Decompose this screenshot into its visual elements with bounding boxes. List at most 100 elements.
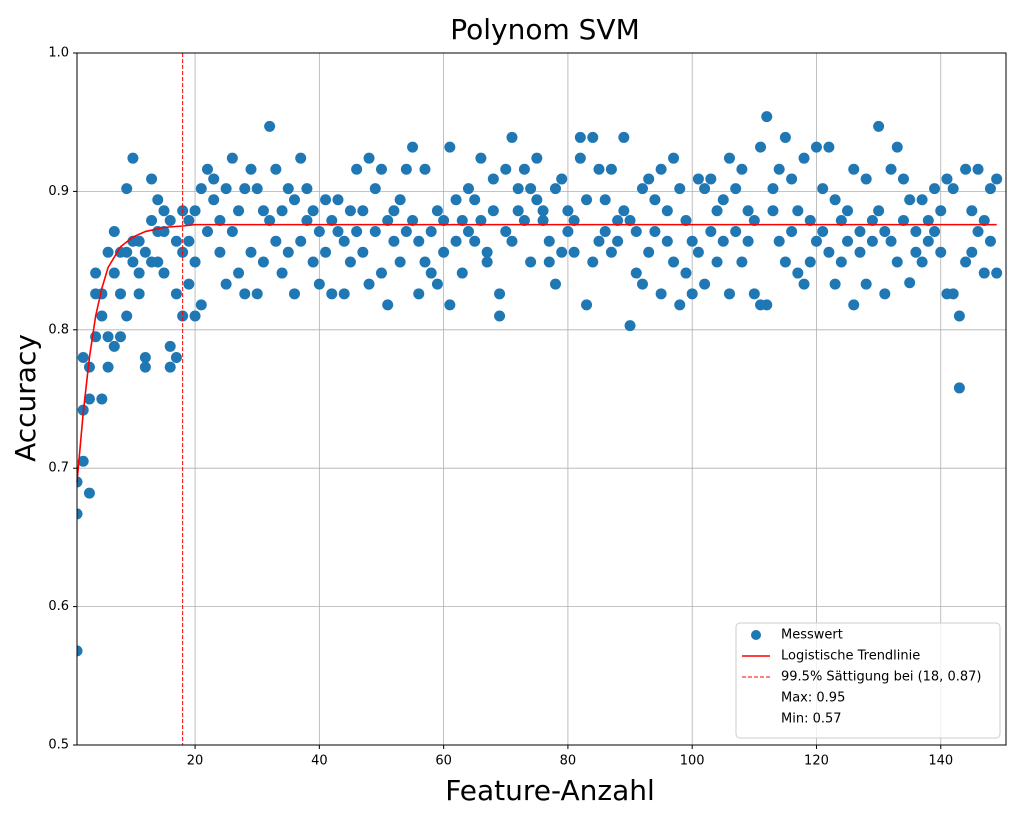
data-point [804, 256, 816, 268]
data-point [195, 183, 207, 195]
data-point [686, 288, 698, 300]
data-point [742, 205, 754, 217]
data-point [668, 256, 680, 268]
data-point [96, 393, 108, 405]
data-point [108, 267, 120, 279]
data-point [425, 226, 437, 238]
chart-title: Polynom SVM [450, 13, 640, 46]
data-point [239, 183, 251, 195]
data-point [438, 214, 450, 226]
data-point [723, 152, 735, 164]
data-point [363, 152, 375, 164]
data-point [891, 256, 903, 268]
data-point [177, 310, 189, 322]
data-point [487, 173, 499, 185]
data-point [102, 361, 114, 373]
data-point [208, 173, 220, 185]
data-point [214, 214, 226, 226]
data-point [699, 278, 711, 290]
data-point [562, 205, 574, 217]
data-point [842, 235, 854, 247]
data-point [587, 131, 599, 143]
data-point [251, 183, 263, 195]
data-point [226, 152, 238, 164]
data-point [929, 183, 941, 195]
legend-box [735, 622, 1001, 739]
data-point [686, 235, 698, 247]
data-point [313, 278, 325, 290]
data-point [102, 331, 114, 343]
data-point [512, 205, 524, 217]
data-point [935, 205, 947, 217]
data-point [351, 226, 363, 238]
data-point [338, 235, 350, 247]
data-point [829, 194, 841, 206]
data-point [649, 194, 661, 206]
data-point [624, 214, 636, 226]
trend-line [76, 223, 997, 483]
data-point [264, 120, 276, 132]
y-tick-label: 0.5 [48, 738, 69, 753]
data-point [518, 163, 530, 175]
data-point [748, 214, 760, 226]
data-point [798, 278, 810, 290]
data-point [767, 183, 779, 195]
data-point [593, 163, 605, 175]
data-point [581, 194, 593, 206]
data-point [220, 278, 232, 290]
data-point [102, 246, 114, 258]
data-point [195, 299, 207, 311]
data-point [711, 205, 723, 217]
data-point [810, 141, 822, 153]
data-point [581, 299, 593, 311]
data-point [456, 214, 468, 226]
data-point [431, 205, 443, 217]
data-point [121, 310, 133, 322]
data-point [245, 246, 257, 258]
data-point [736, 163, 748, 175]
data-point [605, 246, 617, 258]
legend-note: Min: 0.57 [781, 712, 842, 727]
data-point [910, 246, 922, 258]
data-point [444, 299, 456, 311]
data-point [201, 163, 213, 175]
data-point [400, 226, 412, 238]
data-point [916, 256, 928, 268]
data-point [935, 246, 947, 258]
data-point [444, 141, 456, 153]
data-point [83, 487, 95, 499]
data-point [817, 226, 829, 238]
data-point [661, 205, 673, 217]
data-point [618, 205, 630, 217]
data-point [612, 235, 624, 247]
data-point [127, 152, 139, 164]
data-point [655, 163, 667, 175]
data-point [897, 173, 909, 185]
data-point [257, 205, 269, 217]
data-point [301, 214, 313, 226]
data-point [910, 226, 922, 238]
data-point [680, 267, 692, 279]
data-point [506, 131, 518, 143]
data-point [748, 288, 760, 300]
data-point [929, 226, 941, 238]
data-point [630, 267, 642, 279]
data-point [282, 246, 294, 258]
data-point [730, 226, 742, 238]
data-point [574, 152, 586, 164]
data-point [276, 205, 288, 217]
data-point [624, 320, 636, 332]
data-point [114, 331, 126, 343]
data-point [357, 246, 369, 258]
legend-label: Logistische Trendlinie [781, 649, 920, 664]
data-point [295, 152, 307, 164]
data-point [842, 205, 854, 217]
data-point [413, 288, 425, 300]
data-point [344, 256, 356, 268]
legend-note: Max: 0.95 [781, 691, 845, 706]
data-point [723, 288, 735, 300]
y-tick-label: 0.8 [48, 322, 69, 337]
data-point [543, 256, 555, 268]
data-point [127, 256, 139, 268]
data-point [810, 235, 822, 247]
